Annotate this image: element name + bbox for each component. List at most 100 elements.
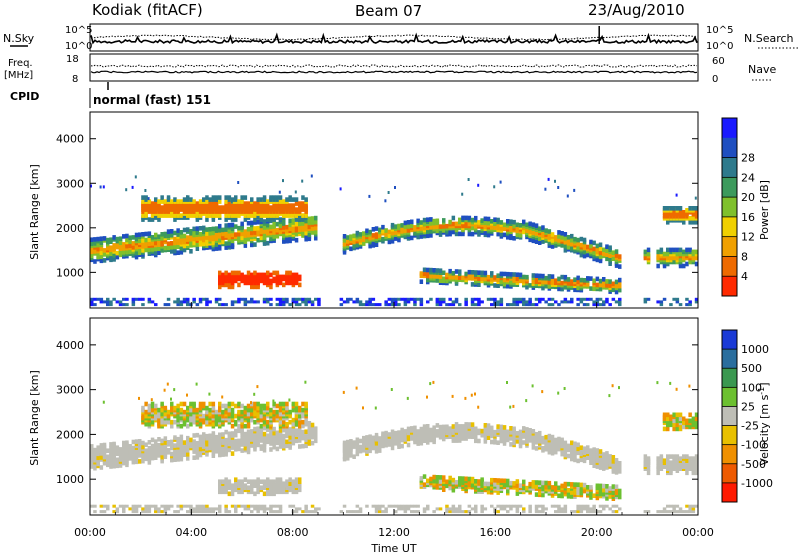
scatter-cell	[448, 229, 452, 235]
scatter-cell	[253, 504, 257, 508]
colorbar-swatch	[722, 177, 737, 198]
scatter-cell	[342, 390, 345, 394]
scatter-cell	[544, 507, 548, 511]
scatter-cell	[170, 203, 174, 208]
scatter-cell	[170, 249, 174, 254]
scatter-cell	[189, 203, 193, 208]
scatter-cell	[179, 246, 184, 251]
scatter-cell	[205, 195, 209, 200]
scatter-cell	[256, 385, 259, 389]
scatter-cell	[678, 257, 683, 263]
scatter-cell	[224, 409, 228, 415]
scatter-cell	[237, 282, 241, 288]
scatter-cell	[509, 430, 513, 435]
scatter-cell	[282, 433, 286, 439]
scatter-cell	[291, 438, 296, 444]
scatter-cell	[109, 245, 113, 250]
scatter-cell	[262, 447, 267, 453]
scatter-cell	[349, 297, 353, 301]
scatter-cell	[243, 423, 248, 429]
scatter-cell	[291, 300, 296, 304]
scatter-cell	[192, 230, 196, 236]
scatter-cell	[282, 225, 286, 230]
scatter-cell	[125, 452, 129, 457]
colorbar-swatch	[722, 463, 737, 484]
scatter-cell	[515, 272, 520, 277]
scatter-cell	[582, 278, 587, 283]
scatter-cell	[230, 300, 235, 304]
scatter-cell	[570, 237, 574, 243]
scatter-cell	[102, 510, 107, 514]
scatter-cell	[298, 483, 302, 488]
scatter-cell	[154, 303, 158, 307]
scatter-cell	[486, 274, 491, 280]
scatter-cell	[646, 251, 651, 257]
scatter-cell	[166, 297, 171, 301]
scatter-cell	[131, 297, 136, 301]
scatter-cell	[170, 211, 174, 216]
scatter-cell	[557, 504, 561, 508]
scatter-cell	[560, 510, 564, 514]
scatter-cell	[618, 287, 622, 293]
scatter-cell	[390, 222, 395, 228]
scatter-cell	[99, 300, 104, 304]
scatter-cell	[307, 435, 312, 440]
scatter-cell	[240, 272, 244, 278]
scatter-cell	[435, 507, 440, 511]
scatter-cell	[157, 437, 161, 442]
scatter-cell	[691, 420, 696, 426]
scatter-cell	[509, 272, 513, 277]
scatter-cell	[170, 504, 174, 508]
scatter-cell	[96, 236, 100, 242]
scatter-cell	[240, 504, 244, 508]
scatter-cell	[605, 451, 609, 456]
scatter-cell	[541, 492, 545, 498]
scatter-cell	[438, 475, 443, 480]
scatter-cell	[480, 270, 484, 276]
scatter-cell	[365, 228, 369, 234]
scatter-cell	[454, 297, 459, 301]
scatter-cell	[112, 247, 116, 252]
scatter-cell	[240, 436, 244, 441]
scatter-cell	[256, 225, 260, 231]
scatter-cell	[371, 241, 376, 246]
colorbar-tick-label: 24	[741, 171, 755, 184]
scatter-cell	[291, 504, 296, 508]
scatter-cell	[579, 445, 584, 450]
scatter-cell	[595, 282, 600, 288]
scatter-cell	[378, 436, 382, 441]
scatter-cell	[566, 443, 571, 449]
scatter-cell	[474, 436, 478, 442]
scatter-cell	[579, 510, 584, 514]
scatter-cell	[592, 246, 596, 252]
scatter-cell	[416, 441, 420, 446]
colorbar-tick-label: 20	[741, 191, 755, 204]
scatter-cell	[410, 426, 414, 431]
scatter-cell	[163, 405, 168, 411]
scatter-cell	[134, 250, 139, 256]
scatter-cell	[560, 451, 564, 457]
scatter-cell	[179, 507, 184, 511]
scatter-cell	[122, 250, 126, 255]
scatter-cell	[579, 252, 584, 258]
scatter-cell	[586, 252, 590, 258]
scatter-cell	[307, 421, 312, 426]
scatter-cell	[154, 510, 158, 514]
scatter-cell	[266, 240, 270, 246]
scatter-cell	[570, 456, 574, 462]
scatter-cell	[275, 195, 280, 200]
scatter-cell	[493, 217, 497, 222]
scatter-cell	[294, 197, 299, 202]
scatter-cell	[240, 417, 244, 423]
scatter-cell	[422, 424, 427, 429]
scatter-cell	[166, 440, 171, 445]
scatter-cell	[186, 300, 190, 304]
scatter-cell	[429, 273, 433, 279]
scatter-cell	[246, 445, 251, 451]
scatter-cell	[602, 300, 606, 304]
scatter-cell	[675, 416, 680, 422]
scatter-cell	[605, 279, 609, 284]
scatter-cell	[227, 272, 232, 278]
scatter-cell	[112, 243, 116, 248]
